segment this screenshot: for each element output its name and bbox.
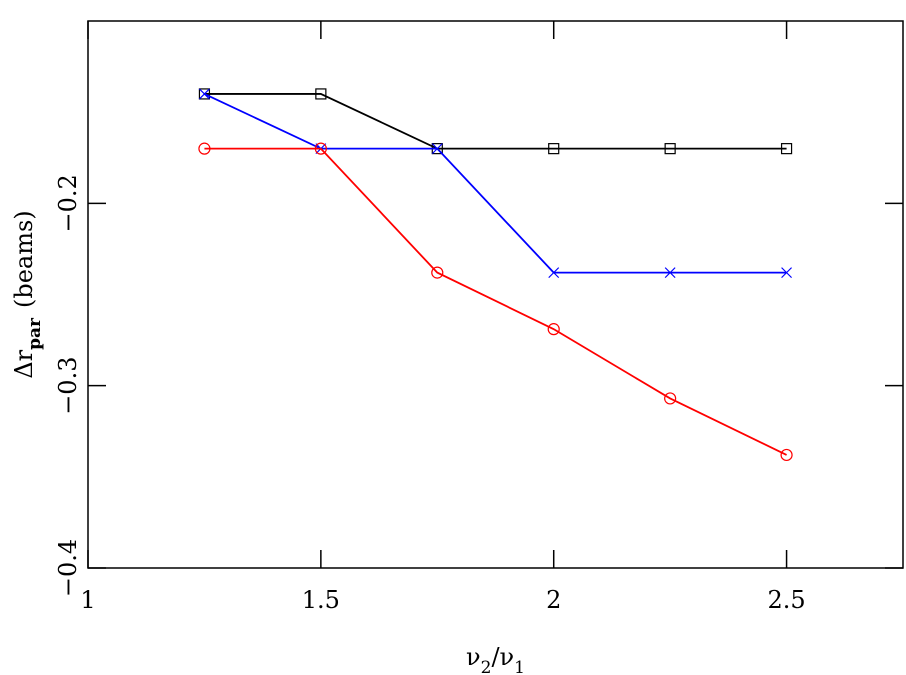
y-label-part: (beams) [10,210,38,308]
marker [781,267,792,279]
x-axis-label: ν2/ν1 [466,643,525,675]
marker [315,88,327,100]
marker [198,88,211,100]
marker [664,143,676,155]
marker [547,323,560,336]
y-axis-label: Δrpar (beams) [10,210,45,378]
marker [664,267,676,279]
marker [431,143,443,155]
marker [431,266,444,279]
marker [780,143,793,155]
series-line [204,93,787,274]
y-tick-label: −0.2 [54,174,82,232]
plot-frame [87,20,904,569]
marker [664,392,677,405]
marker [780,448,793,462]
x-label-part: /ν [491,643,514,671]
marker [199,88,210,100]
x-label-part: 1 [514,658,525,675]
marker [548,267,560,279]
series-line [204,93,787,150]
marker [548,143,560,155]
x-tick-label: 1 [80,586,95,614]
y-label-part: par [25,317,45,350]
y-tick-label: −0.4 [54,539,82,597]
series-markers [199,88,792,279]
x-tick-label: 1.5 [302,586,340,614]
series-markers [198,88,793,155]
marker [198,142,211,155]
x-label-part: ν [466,643,481,671]
x-tick-label: 2 [546,586,561,614]
y-tick-label: −0.3 [54,357,82,415]
series-markers [198,142,793,462]
x-tick-label: 2.5 [767,586,805,614]
y-label-part: Δr [10,349,38,378]
series-line [204,147,787,456]
x-label-part: 2 [481,658,492,675]
marker [314,142,327,155]
